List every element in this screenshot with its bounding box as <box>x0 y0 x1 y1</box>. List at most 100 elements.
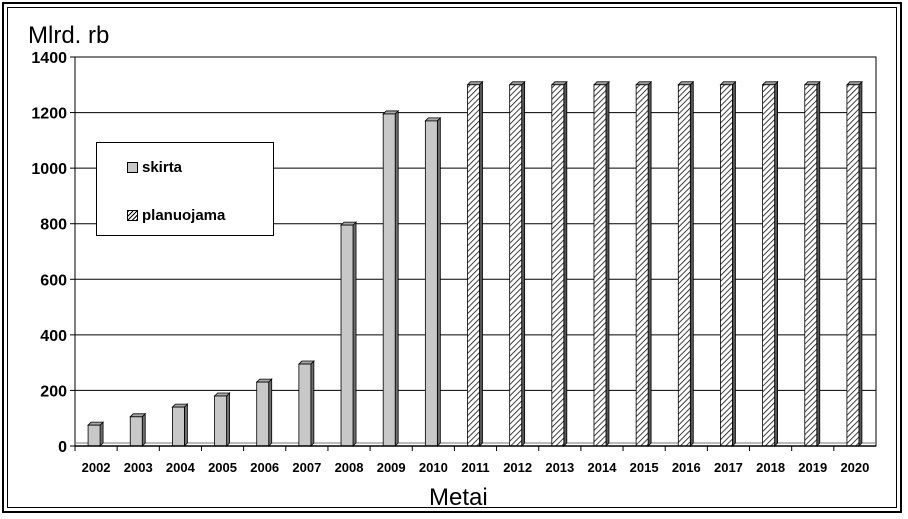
legend-label-skirta: skirta <box>142 159 183 176</box>
x-tick-label: 2019 <box>798 460 827 475</box>
bar <box>803 80 821 447</box>
bar-side <box>141 412 146 447</box>
bar <box>635 80 653 447</box>
bar-side <box>436 116 441 447</box>
bar-front <box>424 120 438 447</box>
bar <box>255 378 273 447</box>
x-tick-label: 2007 <box>292 460 321 475</box>
x-tick-label: 2017 <box>714 460 743 475</box>
bar <box>593 80 610 447</box>
x-tick-label: 2004 <box>166 460 196 475</box>
bar <box>508 80 526 447</box>
x-tick-label: 2020 <box>840 460 869 475</box>
y-tick-label: 0 <box>58 439 67 456</box>
bar-top <box>508 81 526 86</box>
bar-top <box>424 117 442 122</box>
bar-front <box>171 406 185 447</box>
legend-swatch-planuojama <box>127 210 138 221</box>
y-tick-label: 1400 <box>31 50 67 67</box>
bar-side <box>226 392 230 447</box>
bar-front <box>804 84 818 447</box>
x-tick-label: 2014 <box>588 460 618 475</box>
bar-side <box>99 421 104 447</box>
bar-side <box>479 80 483 447</box>
bar-top <box>719 81 737 86</box>
bar-top <box>466 81 484 86</box>
bar-top <box>87 421 105 426</box>
legend: skirta planuojama <box>96 142 274 236</box>
bar-side <box>183 403 188 447</box>
bar-top <box>593 81 610 86</box>
bar <box>382 109 400 447</box>
bar <box>213 392 231 447</box>
x-tick-label: 2010 <box>419 460 448 475</box>
x-tick-label: 2006 <box>250 460 279 475</box>
y-tick-label: 1200 <box>31 106 67 123</box>
bar-side <box>563 80 568 447</box>
bar <box>466 80 484 447</box>
x-tick-label: 2002 <box>82 460 111 475</box>
bar-front <box>846 84 860 447</box>
x-tick-label: 2015 <box>630 460 659 475</box>
bar-top <box>677 81 695 86</box>
bar-side <box>521 80 526 447</box>
bar-front <box>87 424 101 447</box>
bar <box>719 80 737 447</box>
x-tick-label: 2012 <box>503 460 532 475</box>
bar-top <box>171 403 189 408</box>
bar-side <box>605 80 610 447</box>
y-tick-label: 800 <box>40 217 67 234</box>
bar-side <box>732 80 736 447</box>
bar-front <box>509 84 523 447</box>
y-tick-label: 400 <box>40 328 67 345</box>
bar-top <box>845 81 863 86</box>
bar-front <box>593 84 607 447</box>
bar <box>297 360 315 447</box>
bar-top <box>382 110 400 115</box>
bar-top <box>803 81 821 86</box>
legend-label-planuojama: planuojama <box>142 207 226 224</box>
bar-side <box>310 360 315 447</box>
y-tick-label: 600 <box>40 272 67 289</box>
bar-side <box>689 80 694 447</box>
bar-top <box>761 81 779 86</box>
bar-side <box>352 221 357 447</box>
bar <box>129 412 147 447</box>
bar-side <box>774 80 779 447</box>
bar-top <box>297 360 315 365</box>
bar <box>761 80 779 447</box>
bar-front <box>467 84 480 447</box>
bar <box>550 80 568 447</box>
bar <box>845 80 863 447</box>
x-tick-label: 2003 <box>124 460 153 475</box>
bar-front <box>635 84 649 447</box>
y-tick-label: 1000 <box>31 161 67 178</box>
bar-front <box>129 416 143 447</box>
bar-front <box>298 363 312 447</box>
x-tick-label: 2016 <box>672 460 701 475</box>
bar-side <box>816 80 821 447</box>
bar-front <box>340 224 354 447</box>
bar-front <box>762 84 776 447</box>
bar-side <box>268 378 273 447</box>
legend-item-planuojama: planuojama <box>127 207 225 224</box>
bar-top <box>255 378 273 383</box>
y-unit-label: Mlrd. rb <box>28 22 110 49</box>
legend-swatch-skirta <box>127 162 138 173</box>
outer-frame <box>2 2 902 513</box>
bar-front <box>677 84 691 447</box>
legend-item-skirta: skirta <box>127 159 182 176</box>
x-tick-label: 2009 <box>377 460 406 475</box>
bar-front <box>214 395 227 447</box>
inner-frame <box>7 7 897 508</box>
y-tick-label: 200 <box>40 383 67 400</box>
x-tick-label: 2008 <box>335 460 364 475</box>
bar <box>424 116 442 447</box>
bar-top <box>340 221 357 226</box>
bar <box>677 80 695 447</box>
bar-side <box>647 80 652 447</box>
bar-top <box>129 413 147 418</box>
bar-side <box>858 80 863 447</box>
x-tick-label: 2013 <box>545 460 574 475</box>
